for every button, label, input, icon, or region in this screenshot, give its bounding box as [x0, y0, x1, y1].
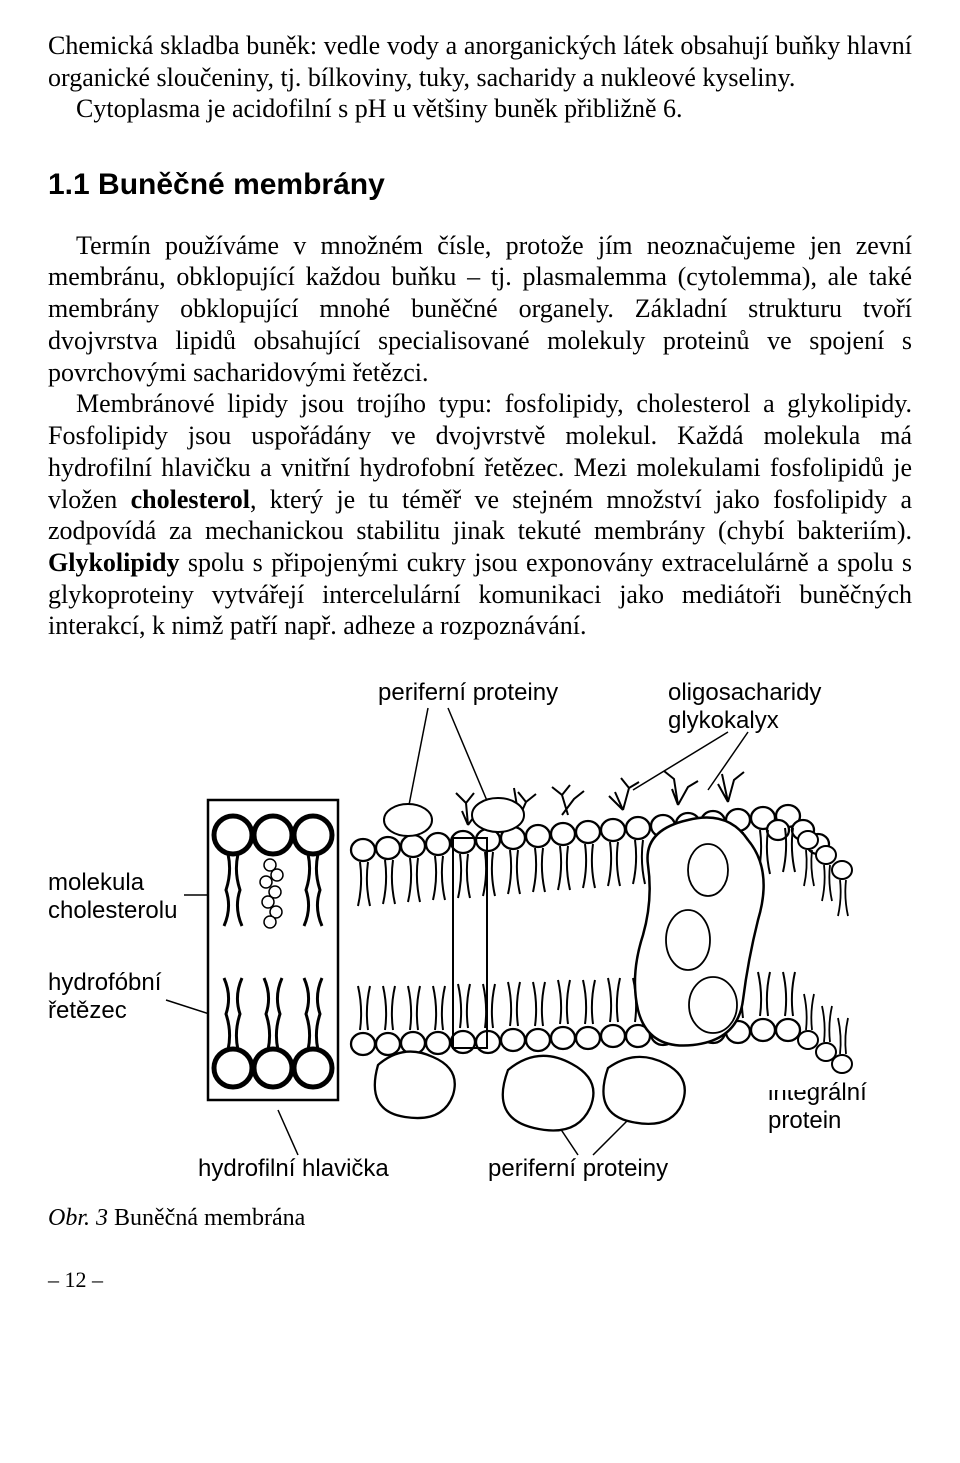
label-oligo-1: oligosacharidy: [668, 679, 821, 706]
peripheral-bottom: [375, 1052, 685, 1131]
label-hydrofilni: hydrofilní hlavička: [198, 1155, 389, 1182]
page-number: – 12 –: [48, 1267, 912, 1294]
section-paragraph-2: Membránové lipidy jsou trojího typu: fos…: [48, 388, 912, 642]
label-hydrofobni-1: hydrofóbní: [48, 969, 162, 996]
figure-membrane: molekula cholesterolu hydrofóbní řetězec…: [48, 670, 912, 1233]
p2-cholesterol: cholesterol: [131, 485, 250, 514]
caption-prefix: Obr. 3: [48, 1205, 108, 1231]
inset-box: [208, 800, 338, 1100]
label-hydrofobni-2: řetězec: [48, 997, 127, 1024]
membrane-3d: [348, 771, 852, 1131]
intro-line-2: Cytoplasma je acidofilní s pH u většiny …: [48, 93, 683, 125]
label-periferni-bottom: periferní proteiny: [488, 1155, 668, 1182]
label-oligo-2: glykokalyx: [668, 707, 779, 734]
section-paragraph-1: Termín používáme v množném čísle, protož…: [48, 230, 912, 389]
section-heading: 1.1 Buněčné membrány: [48, 167, 912, 204]
intro-paragraph: Chemická skladba buněk: vedle vody a ano…: [48, 30, 912, 125]
label-molekula-1: molekula: [48, 869, 145, 896]
label-periferni-top-1: periferní proteiny: [378, 679, 558, 706]
figure-caption: Obr. 3 Buněčná membrána: [48, 1204, 912, 1233]
intro-line-1: Chemická skladba buněk: vedle vody a ano…: [48, 31, 912, 92]
caption-text: Buněčná membrána: [108, 1205, 305, 1231]
membrane-diagram: molekula cholesterolu hydrofóbní řetězec…: [48, 670, 912, 1190]
p2-glykolipidy: Glykolipidy: [48, 548, 180, 577]
label-integralni-2: protein: [768, 1107, 841, 1134]
peripheral-top: [384, 798, 524, 836]
label-molekula-2: cholesterolu: [48, 897, 177, 924]
